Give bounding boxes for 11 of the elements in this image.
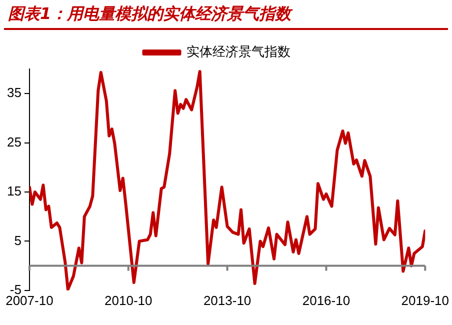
x-tick-label: 2013-10 bbox=[203, 292, 252, 308]
legend-label: 实体经济景气指数 bbox=[186, 44, 290, 60]
x-tick-label: 2016-10 bbox=[302, 292, 350, 308]
x-tick-label: 2010-10 bbox=[104, 292, 152, 308]
y-tick-label: 35 bbox=[6, 85, 22, 100]
y-tick-label: 15 bbox=[6, 184, 22, 199]
y-tick-label: 25 bbox=[6, 134, 22, 150]
y-tick-label: 5 bbox=[14, 232, 22, 248]
chart-title: 图表1：用电量模拟的实体经济景气指数 bbox=[7, 4, 292, 23]
x-tick-label: 2019-10 bbox=[401, 292, 450, 308]
y-tick-label: -5 bbox=[10, 282, 22, 297]
